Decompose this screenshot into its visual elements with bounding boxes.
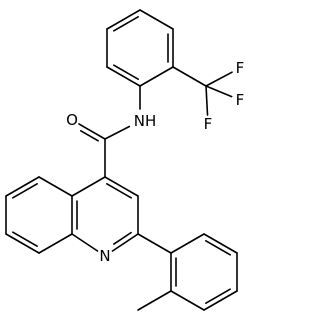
bond [79, 130, 99, 142]
bond [205, 85, 209, 116]
bond [170, 290, 205, 311]
atom-label: NH [134, 112, 157, 130]
atom-label: N [99, 247, 110, 265]
atom-label: F [236, 59, 245, 77]
bond [104, 176, 139, 197]
bond [111, 233, 139, 252]
atom-label: F [236, 91, 245, 109]
bond [71, 176, 106, 197]
molecule-diagram: O NH F F F N [5, 9, 245, 311]
bond [5, 176, 40, 197]
atom-label: F [204, 115, 213, 133]
bond [172, 66, 207, 87]
bond [205, 240, 231, 256]
bond [106, 9, 141, 30]
bond [71, 233, 99, 252]
bond [205, 85, 233, 98]
bond [113, 16, 139, 32]
bond [106, 66, 141, 87]
bond [205, 71, 233, 87]
bond [203, 233, 238, 254]
bond [113, 231, 132, 245]
bond [12, 231, 38, 247]
atom-label: O [66, 111, 78, 129]
bond [170, 233, 205, 254]
bond [113, 64, 139, 80]
bond [139, 66, 174, 87]
bond [106, 183, 132, 199]
bond [78, 123, 106, 140]
bond [5, 233, 40, 254]
bond [38, 176, 73, 197]
bond [137, 290, 172, 311]
bond [38, 233, 73, 254]
bonds [5, 9, 238, 311]
bond [139, 9, 174, 30]
bond [203, 290, 238, 311]
bond [205, 288, 231, 304]
bond [104, 125, 131, 140]
bond [137, 233, 172, 254]
bond [12, 183, 38, 199]
